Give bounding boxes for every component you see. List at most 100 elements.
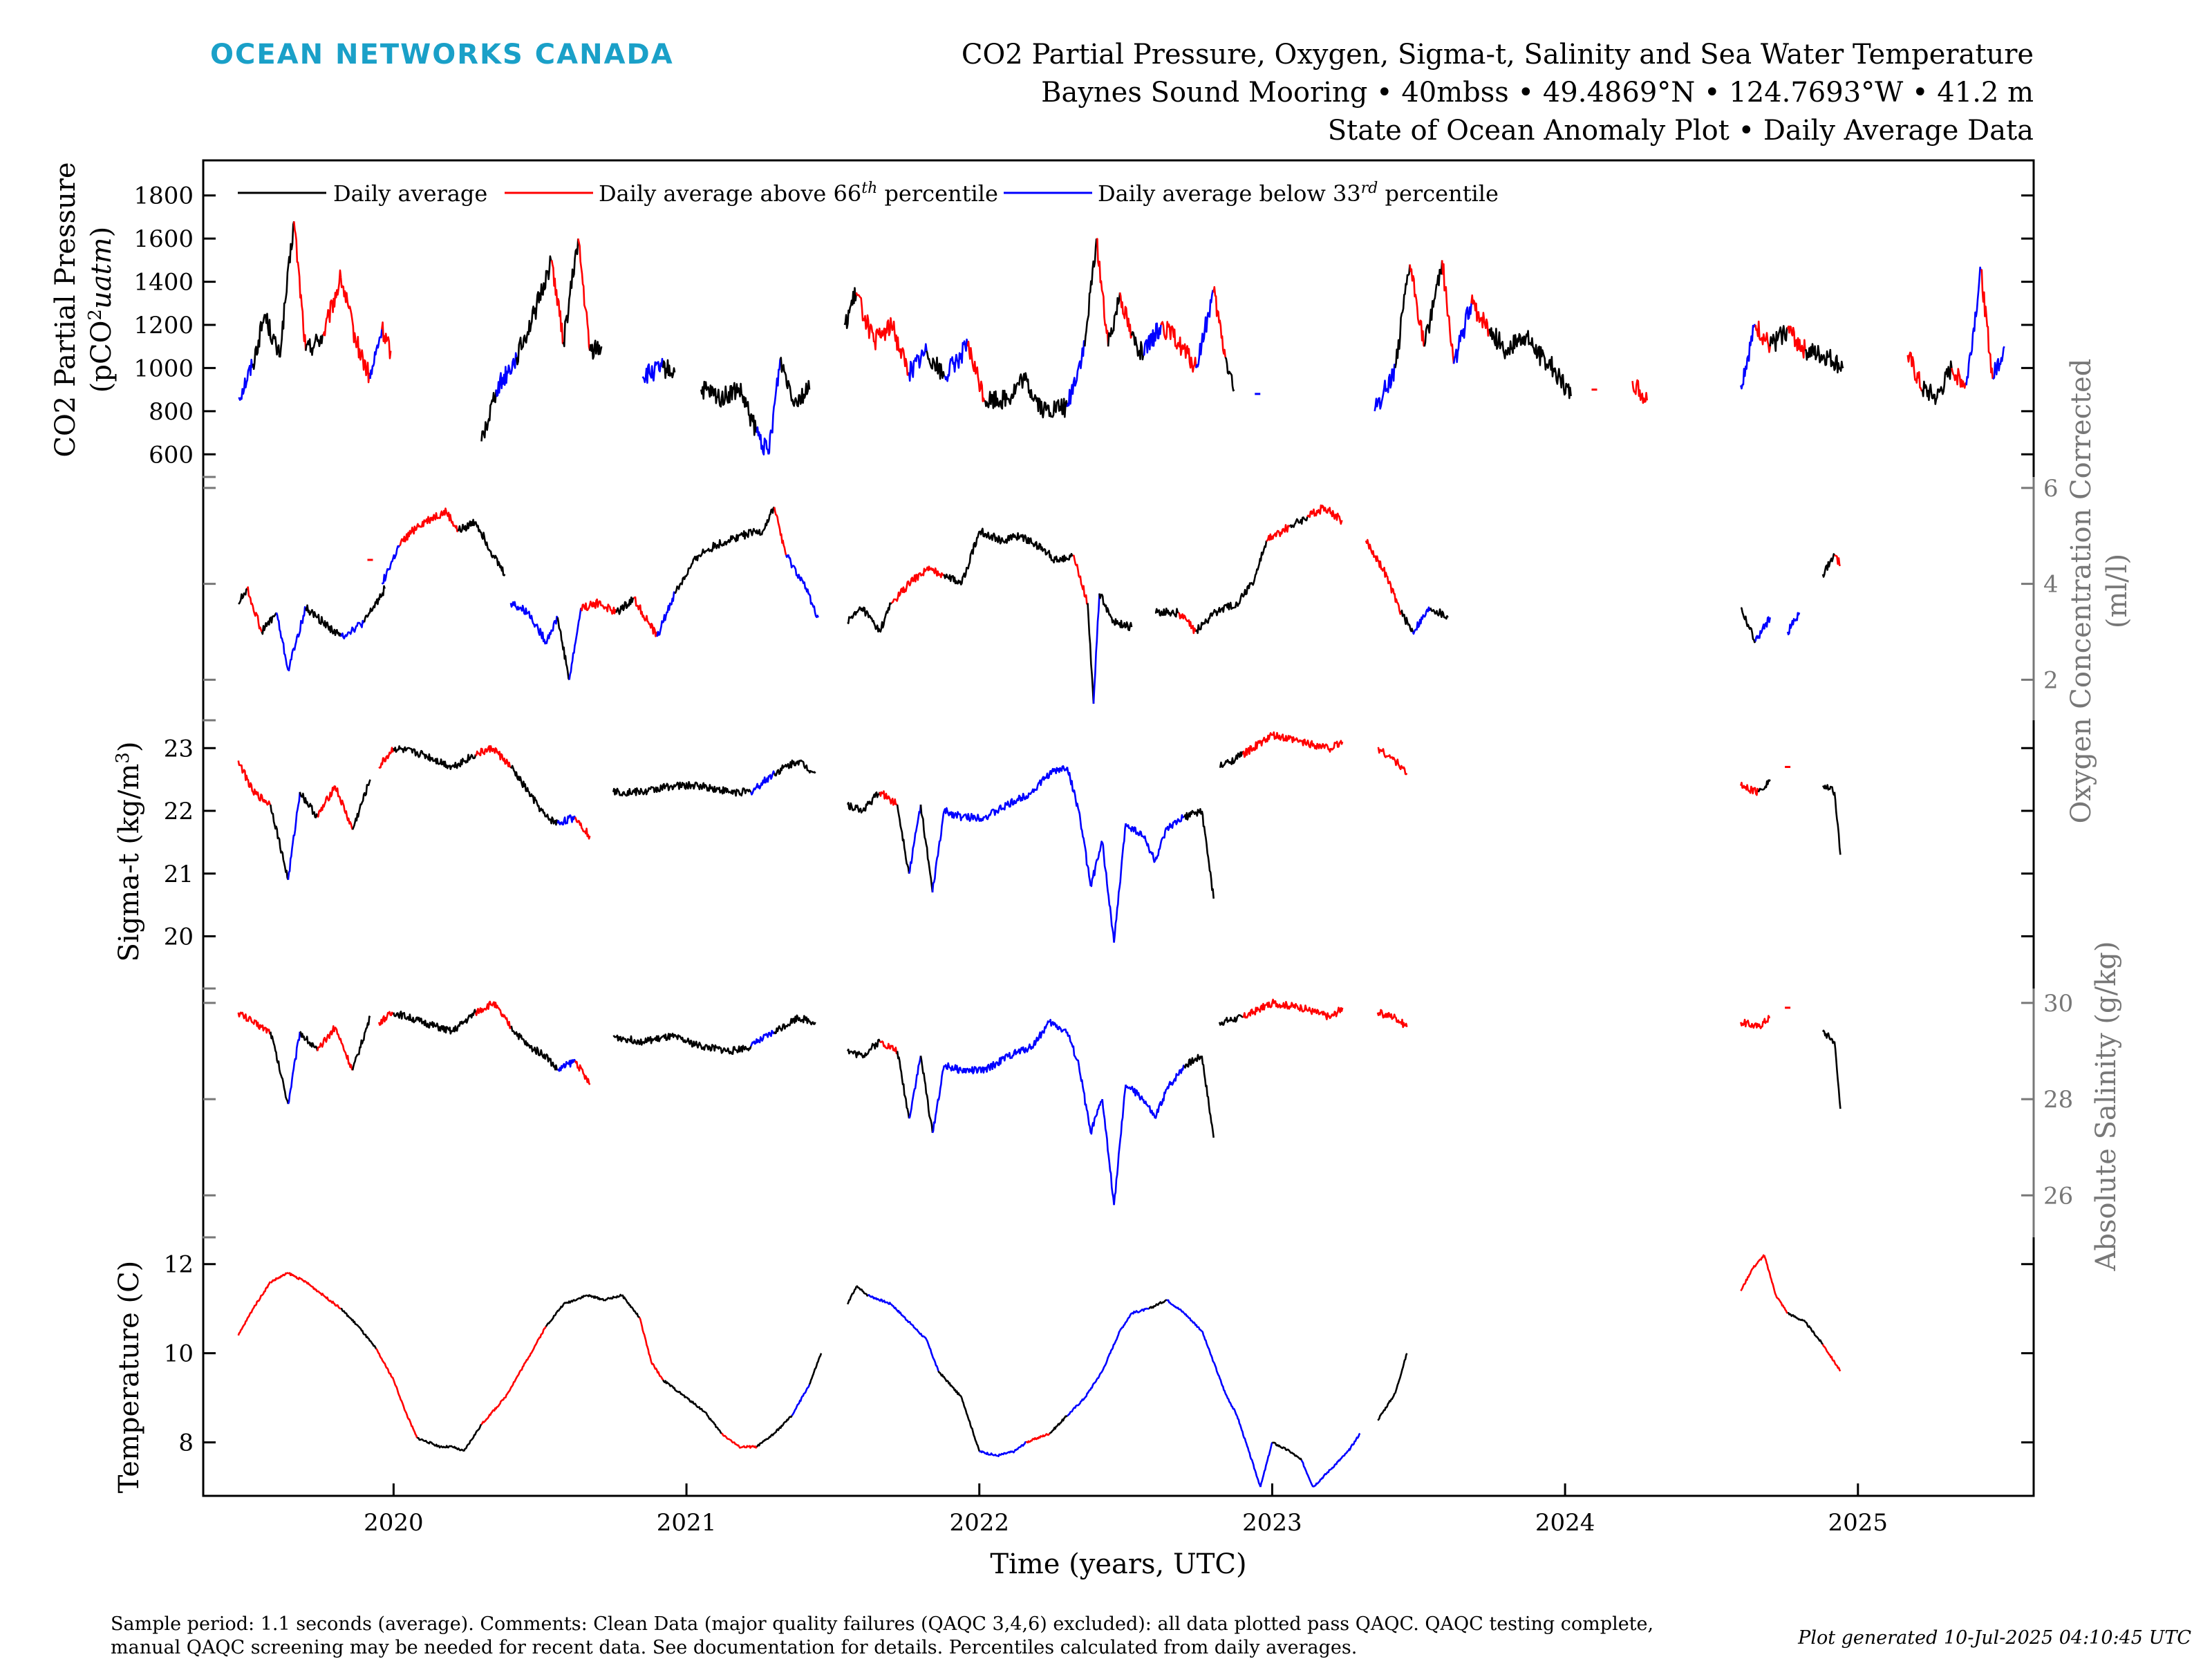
- co2-trace-70: [1786, 325, 1806, 359]
- temperature-trace-0: [237, 1308, 254, 1336]
- title-line-2: Baynes Sound Mooring • 40mbss • 49.4869°…: [1041, 77, 2034, 109]
- salinity-trace-38: [1031, 1020, 1050, 1049]
- co2-trace-47: [1160, 321, 1180, 350]
- oxygen-trace-13: [433, 507, 447, 521]
- temperature-trace-13: [451, 1445, 465, 1452]
- salinity-trace-36: [984, 1053, 1010, 1073]
- co2-trace-55: [1409, 264, 1425, 347]
- co2-trace-32: [908, 343, 928, 382]
- temperature-trace-48: [1084, 1370, 1103, 1399]
- sigma-trace-46: [1142, 835, 1156, 863]
- sigma-trace-56: [1377, 747, 1396, 762]
- sigma-trace-1: [252, 788, 272, 806]
- co2-tick-label-1200: 1200: [133, 312, 194, 339]
- co2-trace-71: [1804, 343, 1829, 366]
- sigma-trace-36: [984, 800, 1010, 821]
- co2-trace-53: [1374, 364, 1396, 412]
- oxygen-trace-57: [1212, 601, 1238, 617]
- salinity-trace-0: [237, 1011, 254, 1024]
- temperature-trace-61: [1271, 1441, 1291, 1452]
- salinity-trace-51: [1218, 1014, 1244, 1026]
- co2-trace-76: [1951, 368, 1967, 389]
- temperature-series: [237, 1254, 1841, 1488]
- salinity-trace-23: [729, 1044, 752, 1056]
- oxygen-trace-20: [545, 615, 559, 644]
- salinity-series: [237, 998, 1841, 1206]
- salinity-trace-45: [1125, 1084, 1144, 1101]
- legend: Daily average Daily average above 66th p…: [238, 180, 1499, 207]
- sigma-trace-28: [861, 791, 881, 812]
- co2-trace-21: [700, 380, 723, 408]
- co2-trace-19: [641, 357, 664, 384]
- temperature-trace-27: [703, 1410, 722, 1434]
- salinity-trace-6: [334, 1027, 354, 1071]
- oxygen-trace-15: [457, 518, 477, 533]
- co2-trace-0: [238, 358, 254, 401]
- oxygen-trace-51: [1092, 593, 1100, 704]
- oxygen-trace-65: [1382, 566, 1403, 615]
- sigma-trace-29: [879, 790, 898, 806]
- salinity-trace-34: [943, 1062, 962, 1074]
- co2-trace-6: [322, 269, 342, 337]
- temperature-trace-1: [252, 1281, 272, 1310]
- oxygen-trace-12: [416, 514, 435, 528]
- temperature-trace-23: [639, 1317, 653, 1362]
- salinity-trace-32: [919, 1056, 934, 1133]
- oxygen-trace-53: [1113, 618, 1133, 632]
- sigma-trace-4: [299, 791, 319, 818]
- legend-blue-prefix: Daily average below 33: [1098, 180, 1361, 207]
- co2-trace-24: [756, 426, 769, 456]
- temperature-trace-17: [527, 1326, 547, 1358]
- co2-tick-label-1600: 1600: [133, 225, 194, 253]
- sigma-trace-8: [378, 747, 395, 769]
- temperature-trace-6: [340, 1307, 359, 1327]
- title-line-3: State of Ocean Anomaly Plot • Daily Aver…: [1328, 115, 2034, 147]
- salinity-trace-57: [1394, 1016, 1408, 1029]
- axes-layer: 2020 2021 2022 2023 2024 20256008001000120014…: [133, 182, 2073, 1537]
- sigma-ylabel-suffix: ): [113, 742, 145, 753]
- sigma-trace-30: [896, 804, 910, 874]
- sigma-trace-15: [528, 791, 547, 818]
- sigma-trace-41: [1078, 810, 1092, 887]
- co2-tick-label-1000: 1000: [133, 355, 194, 382]
- oxygen-trace-48: [1054, 552, 1074, 563]
- temperature-trace-14: [462, 1423, 482, 1452]
- co2-trace-9: [369, 329, 383, 379]
- plot-generated-stamp: Plot generated 10-Jul-2025 04:10:45 UTC: [1797, 1627, 2191, 1649]
- oxygen-trace-10: [381, 545, 401, 585]
- footer-line-2: manual QAQC screening may be needed for …: [111, 1637, 1357, 1658]
- co2-ylabel-italic: uatm: [86, 237, 118, 309]
- oxygen-trace-27: [656, 591, 676, 637]
- temperature-trace-40: [937, 1370, 963, 1398]
- salinity-trace-22: [700, 1044, 731, 1055]
- oxygen-trace-73: [1834, 554, 1841, 567]
- salinity-trace-11: [451, 1009, 477, 1033]
- oxygen-trace-66: [1400, 609, 1414, 632]
- temperature-trace-21: [603, 1293, 623, 1302]
- co2-trace-74: [1921, 380, 1938, 405]
- temperature-trace-44: [1013, 1441, 1027, 1452]
- temperature-trace-3: [288, 1272, 307, 1283]
- x-tick-label-2020: 2020: [364, 1509, 424, 1537]
- salinity-trace-39: [1049, 1018, 1068, 1034]
- salinity-trace-24: [750, 1029, 776, 1047]
- co2-trace-15: [550, 260, 565, 344]
- co2-ylabel-line1: CO2 Partial Pressure: [50, 162, 82, 457]
- temperature-ylabel: Temperature (C): [113, 1261, 145, 1494]
- sigma-trace-31: [908, 804, 922, 874]
- oxygen-trace-56: [1195, 612, 1215, 635]
- temperature-trace-25: [662, 1379, 688, 1398]
- legend-blue-suffix: percentile: [1378, 180, 1499, 207]
- oxygen-trace-22: [568, 608, 582, 680]
- temperature-trace-73: [1787, 1312, 1806, 1323]
- salinity-trace-18: [574, 1060, 591, 1085]
- title-line-1: CO2 Partial Pressure, Oxygen, Sigma-t, S…: [962, 39, 2034, 71]
- temperature-trace-63: [1300, 1459, 1314, 1488]
- salinity-trace-61: [1821, 1029, 1835, 1044]
- co2-trace-10: [381, 321, 392, 359]
- co2-trace-54: [1394, 264, 1411, 368]
- oxygen-trace-2: [261, 612, 277, 635]
- sigma-trace-18: [574, 816, 591, 840]
- oxygen-trace-69: [1740, 607, 1756, 644]
